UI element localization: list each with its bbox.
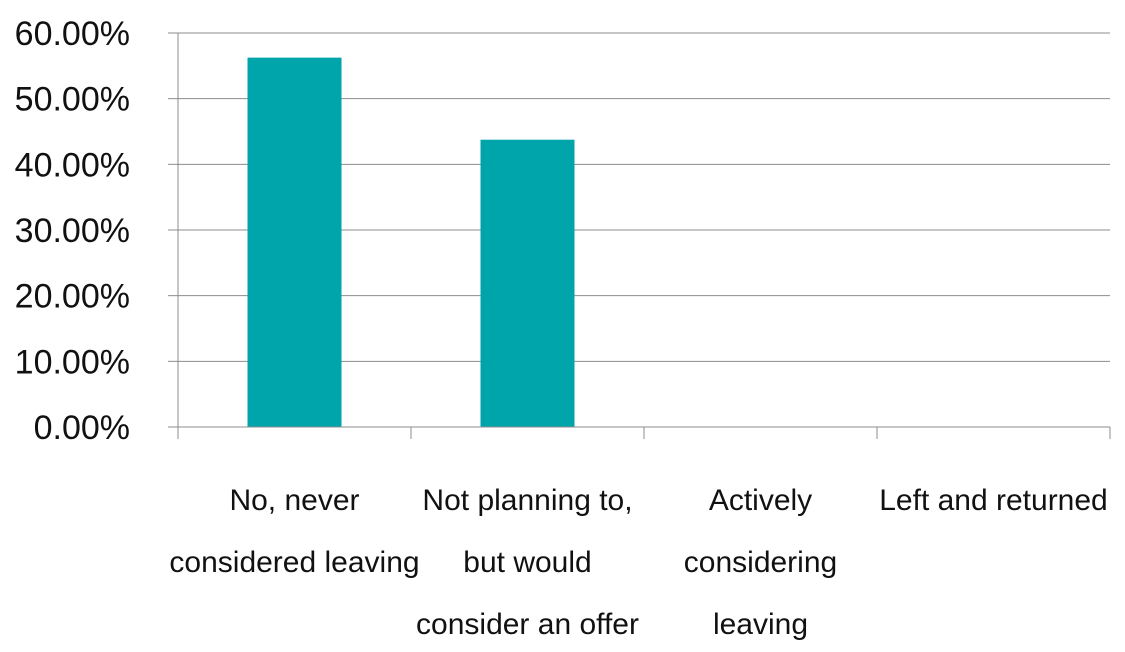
y-tick-label: 60.00% [15,15,130,53]
x-category-label-line: Not planning to, [422,484,632,517]
x-category-label-line: considering [684,546,837,579]
y-tick-label: 20.00% [15,278,130,316]
x-category-label: No, never considered leaving [169,484,419,579]
y-tick-label: 40.00% [15,146,130,184]
bar [247,57,342,427]
x-category-label-line: No, never [229,484,359,517]
bars [247,57,575,428]
x-category-label: Left and returned [879,484,1108,517]
axes [168,32,1111,439]
bar [480,139,575,428]
y-tick-labels: 0.00% 10.00% 20.00% 30.00% 40.00% 50.00% 60.00… [15,15,130,447]
x-category-label-line: considered leaving [169,546,419,579]
y-tick-label: 10.00% [15,343,130,381]
x-category-label-line: Left and returned [879,484,1108,517]
y-tick-label: 0.00% [34,409,130,447]
y-tick-label: 30.00% [15,212,130,250]
x-category-label-line: but would [463,546,591,579]
x-category-label-line: consider an offer [416,608,639,641]
x-category-label: Actively considering leaving [684,484,837,641]
x-category-label: Not planning to, but would consider an off… [416,484,639,641]
x-category-label-line: Actively [709,484,812,517]
y-tick-label: 50.00% [15,81,130,119]
x-category-label-line: leaving [713,608,808,641]
